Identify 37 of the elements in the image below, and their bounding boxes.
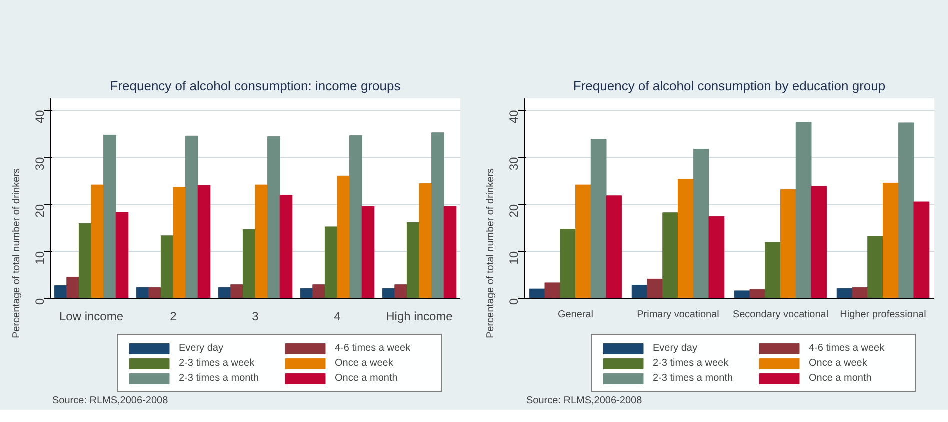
y-tick-label: 40 [33, 110, 47, 124]
y-tick-label: 10 [33, 251, 47, 265]
y-tick-label: 0 [507, 298, 521, 306]
y-tick-label: 40 [507, 110, 521, 124]
y-tick-label: 10 [507, 251, 521, 265]
x-tick-label: Secondary vocational [732, 310, 829, 320]
x-tick-label: 3 [252, 310, 260, 324]
y-axis-title: Percentage of total number of drinkers [12, 168, 22, 339]
chart-title: Frequency of alcohol consumption: income groups [110, 78, 402, 94]
source-note: Source: RLMS,2006-2008 [52, 396, 169, 406]
x-tick-label: General [558, 310, 594, 320]
y-axis-title: Percentage of total number of drinkers [486, 168, 496, 339]
legend-label: Every day [653, 342, 698, 355]
y-tick-label: 0 [33, 298, 47, 306]
legend-label: 2-3 times a week [179, 356, 256, 370]
legend-label: Every day [179, 342, 224, 355]
y-tick-label: 20 [507, 204, 521, 218]
y-tick-label: 30 [33, 156, 47, 171]
legend-label: 2-3 times a month [179, 372, 260, 385]
legend-label: Once a month [335, 372, 399, 385]
x-tick-label: Higher professional [840, 310, 926, 320]
x-tick-label: Low income [59, 310, 124, 324]
y-tick-label: 20 [33, 204, 47, 218]
legend-label: 4-6 times a week [335, 342, 412, 355]
y-tick-label: 30 [507, 156, 521, 171]
legend-label: Once a month [809, 372, 873, 385]
x-tick-label: 2 [170, 310, 178, 324]
x-tick-label: 4 [334, 310, 342, 324]
x-tick-label: Primary vocational [637, 310, 720, 320]
x-tick-label: High income [386, 310, 454, 324]
legend-label: 4-6 times a week [809, 342, 886, 355]
legend-label: 2-3 times a month [653, 372, 734, 385]
legend-label: Once a week [335, 356, 394, 370]
legend-label: Once a week [809, 356, 868, 370]
chart-title: Frequency of alcohol consumption by education group [573, 78, 886, 94]
legend-label: 2-3 times a week [653, 356, 730, 370]
source-note: Source: RLMS,2006-2008 [526, 396, 643, 406]
